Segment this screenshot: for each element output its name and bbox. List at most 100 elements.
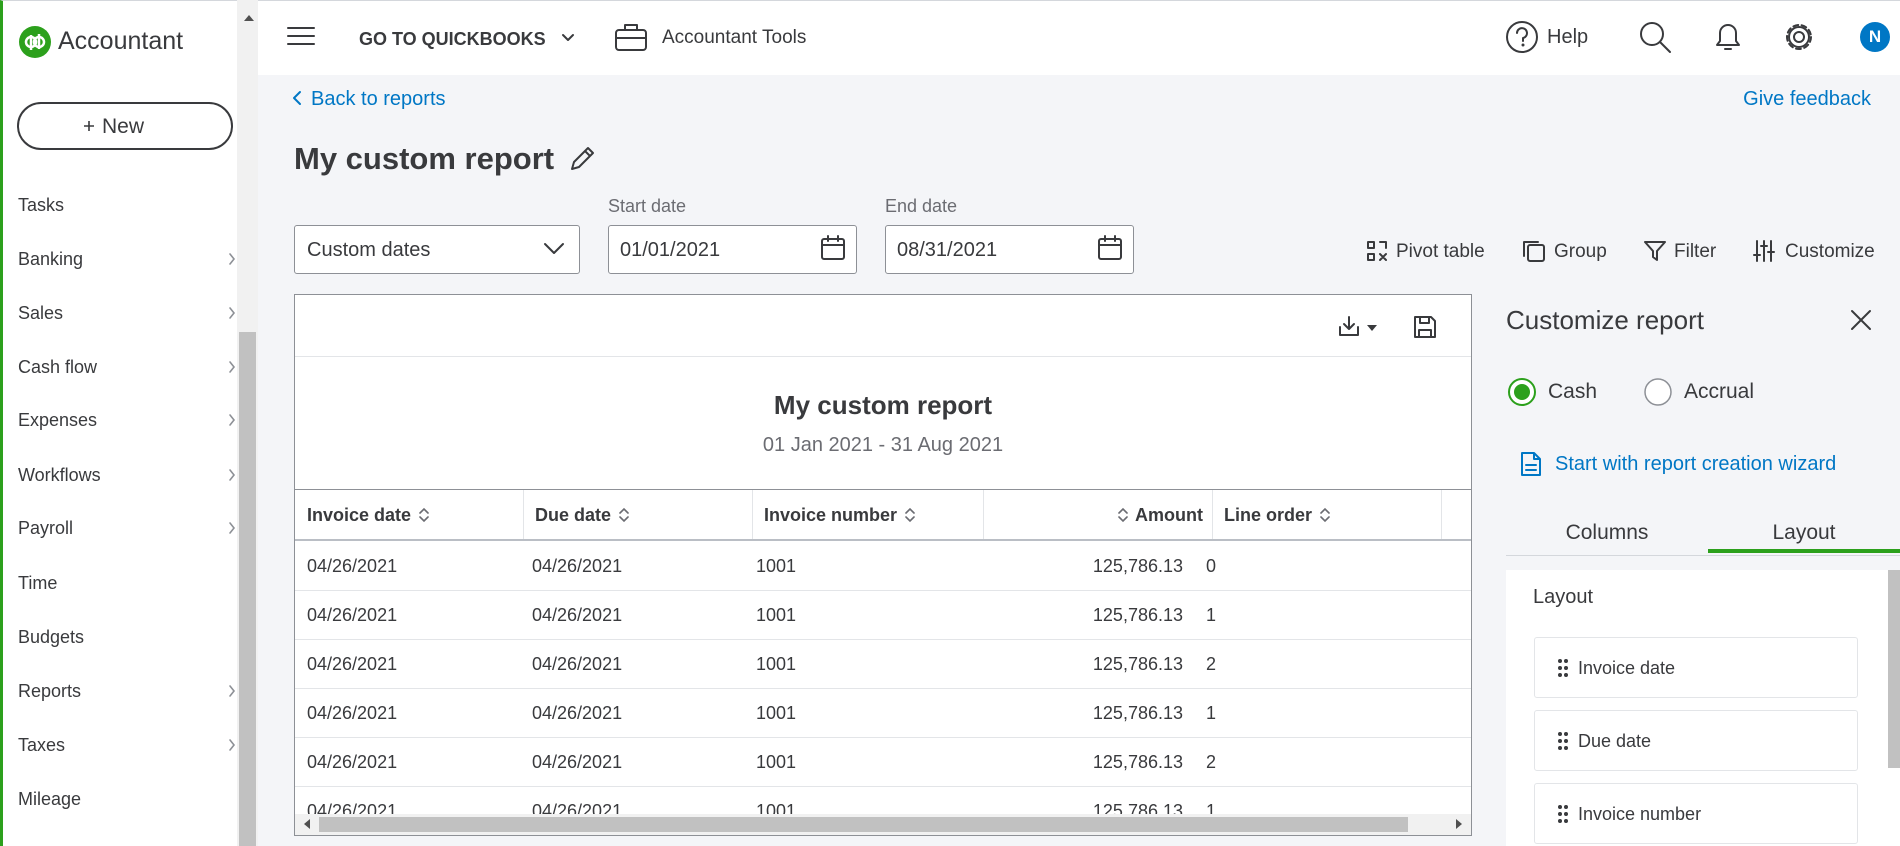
table-cell: 125,786.13 (1092, 703, 1183, 723)
save-icon[interactable] (1413, 315, 1437, 339)
nav-item[interactable]: Cash flow (18, 357, 98, 377)
table-cell: 1001 (756, 703, 797, 723)
nav-item[interactable]: Sales (18, 303, 64, 323)
help-icon[interactable] (1505, 20, 1539, 54)
layout-item[interactable] (1534, 783, 1858, 844)
edit-icon[interactable] (568, 143, 598, 173)
end-date-input[interactable] (885, 225, 1134, 274)
section-title: Layout (1533, 586, 1594, 608)
nav-item[interactable]: Reports (18, 681, 82, 701)
give-feedback: Give feedback (1743, 88, 1871, 110)
help-label[interactable]: Help (1547, 26, 1589, 48)
layout-item[interactable] (1534, 637, 1858, 698)
table-cell: 125,786.13 (1092, 752, 1183, 772)
nav-item[interactable]: Taxes (18, 735, 66, 755)
menu-icon[interactable] (287, 26, 315, 46)
filter-icon (1644, 241, 1666, 261)
table-cell: 04/26/2021 (307, 605, 398, 625)
topbar (258, 0, 1900, 75)
scroll-left[interactable] (303, 819, 311, 829)
table-cell: 0 (1206, 556, 1217, 576)
wizard-icon (1521, 452, 1541, 476)
calendar-icon[interactable] (821, 235, 845, 260)
action-button[interactable]: Customize (1785, 240, 1875, 262)
table-cell: 04/26/2021 (532, 605, 623, 625)
new-button-label[interactable]: New (102, 114, 145, 138)
pivot-icon (1367, 241, 1387, 261)
bell-icon[interactable] (1713, 20, 1743, 54)
basis-option[interactable]: Accrual (1684, 379, 1755, 403)
drag-handle[interactable] (1558, 659, 1568, 677)
go-to-quickbooks[interactable]: GO TO QUICKBOOKS (359, 29, 546, 49)
report-card (294, 294, 1472, 836)
nav-item[interactable]: Budgets (18, 627, 85, 647)
drag-handle[interactable] (1558, 805, 1568, 823)
drag-handle[interactable] (1558, 732, 1568, 750)
accountant-tools[interactable]: Accountant Tools (662, 26, 807, 48)
nav-item[interactable]: Expenses (18, 410, 98, 430)
calendar-icon[interactable] (1098, 235, 1122, 260)
new-button[interactable] (17, 102, 233, 150)
table-cell: 1 (1206, 703, 1217, 723)
table-cell: 125,786.13 (1092, 556, 1183, 576)
panel-scroll-thumb[interactable] (1888, 570, 1900, 768)
h-scroll-thumb[interactable] (319, 817, 1408, 832)
start-date-value[interactable]: 01/01/2021 (620, 239, 721, 261)
radio-accrual[interactable] (1643, 377, 1673, 407)
nav-item[interactable]: Tasks (18, 195, 65, 215)
table-cell: 2 (1206, 752, 1217, 772)
nav-item[interactable]: Banking (18, 249, 84, 269)
nav-chevron (229, 361, 236, 373)
gear-icon[interactable] (1783, 21, 1815, 53)
avatar[interactable] (1860, 22, 1890, 52)
row-divider (295, 639, 1471, 640)
back-to-reports[interactable]: Back to reports (311, 88, 446, 110)
table-cell: 04/26/2021 (307, 556, 398, 576)
table-cell: 04/26/2021 (532, 556, 623, 576)
nav-chevron (229, 739, 236, 751)
chevron-down (562, 34, 574, 41)
period-select[interactable] (294, 225, 580, 274)
export-icon[interactable] (1338, 315, 1378, 339)
column-header[interactable]: Line order (1224, 505, 1313, 525)
nav-chevron (229, 253, 236, 265)
search-icon[interactable] (1639, 21, 1671, 53)
column-header[interactable]: Due date (535, 505, 612, 525)
table-cell: 1 (1206, 605, 1217, 625)
layout-item[interactable] (1534, 710, 1858, 771)
nav-item[interactable]: Mileage (18, 789, 82, 809)
tab[interactable]: Layout (1772, 521, 1836, 544)
table-cell: 1001 (756, 605, 797, 625)
scroll-right[interactable] (1455, 819, 1463, 829)
sort-icon (619, 507, 629, 523)
action-button[interactable]: Pivot table (1396, 240, 1485, 262)
tab[interactable]: Columns (1565, 521, 1649, 544)
layout-item-label: Invoice number (1578, 804, 1702, 824)
action-button[interactable]: Group (1554, 240, 1607, 262)
period-value[interactable]: Custom dates (307, 239, 431, 261)
layout-item-label: Due date (1578, 731, 1652, 751)
start-date-input[interactable] (608, 225, 857, 274)
column-divider (523, 490, 524, 539)
table-cell: 1001 (756, 654, 797, 674)
row-divider (295, 786, 1471, 787)
table-cell: 04/26/2021 (307, 752, 398, 772)
nav-item[interactable]: Time (18, 573, 58, 593)
nav-chevron (229, 307, 236, 319)
basis-option[interactable]: Cash (1548, 379, 1598, 403)
end-date-value[interactable]: 08/31/2021 (897, 239, 998, 261)
sort-icon (419, 507, 429, 523)
close-icon[interactable] (1851, 310, 1871, 330)
sort-icon (905, 507, 915, 523)
nav-item[interactable]: Workflows (18, 465, 101, 485)
column-header[interactable]: Invoice date (307, 505, 412, 525)
table-cell: 04/26/2021 (307, 801, 398, 814)
wizard-link[interactable]: Start with report creation wizard (1555, 453, 1837, 475)
column-header[interactable]: Invoice number (764, 505, 898, 525)
column-divider (752, 490, 753, 539)
nav-item[interactable]: Payroll (18, 518, 74, 538)
action-button[interactable]: Filter (1674, 240, 1717, 262)
radio-cash[interactable] (1507, 377, 1537, 407)
nav-chevron (229, 414, 236, 426)
